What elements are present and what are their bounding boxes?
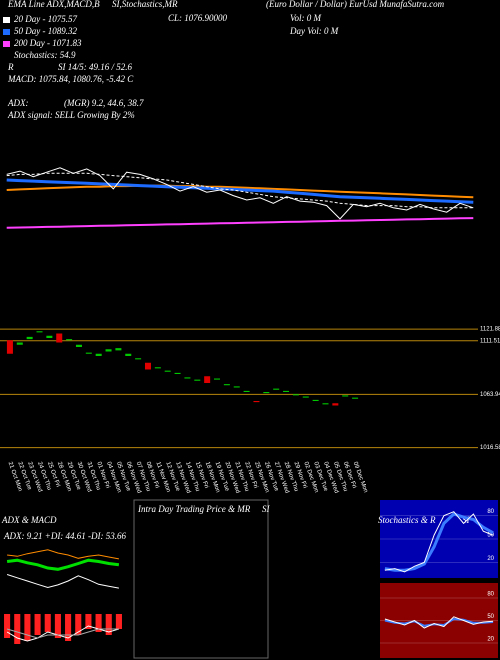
y-tick-label: 80 — [487, 509, 494, 515]
candle-body — [352, 397, 359, 399]
header-text: Day Vol: 0 M — [289, 26, 339, 36]
y-tick-label: 1121.88 — [480, 327, 500, 333]
panel-title: ADX & MACD — [1, 515, 57, 525]
panel-subtitle: ADX: 9.21 +DI: 44.61 -DI: 53.66 — [3, 531, 127, 541]
series-line — [6, 178, 474, 204]
candle-body — [184, 377, 191, 379]
candle-body — [312, 399, 319, 401]
header-text: 200 Day - 1071.83 — [14, 38, 82, 48]
candle-body — [66, 339, 73, 341]
header-text: CL: 1076.90000 — [168, 13, 228, 23]
histogram-bar — [44, 614, 51, 632]
header-text: (MGR) 9.2, 44.6, 38.7 — [64, 98, 144, 108]
candle-body — [95, 353, 102, 356]
header-text: 50 Day - 1089.32 — [14, 26, 77, 36]
histogram-bar — [65, 614, 72, 641]
panel-title: Intra Day Trading Price & MR — [137, 504, 251, 514]
candle-body — [214, 378, 221, 380]
candle-body — [233, 386, 240, 388]
series-line — [384, 616, 494, 629]
candle-body — [332, 403, 339, 406]
candle-body — [283, 390, 290, 392]
header-text: ADX: — [7, 98, 29, 108]
header-text: SI 14/5: 49.16 / 52.6 — [58, 62, 132, 72]
candle-body — [16, 342, 23, 345]
candle-body — [223, 384, 230, 386]
series-line — [6, 184, 474, 199]
y-tick-label: 1111.51 — [480, 338, 500, 344]
series-line — [6, 217, 474, 229]
header-text: EMA Line ADX,MACD,B — [7, 0, 100, 9]
histogram-bar — [105, 614, 112, 635]
histogram-bar — [75, 614, 82, 635]
candle-body — [273, 388, 280, 390]
histogram-bar — [54, 614, 61, 638]
y-tick-label: 50 — [487, 533, 494, 539]
panel-subtitle: SI — [262, 504, 271, 514]
histogram-bar — [24, 614, 31, 641]
candle-body — [144, 362, 151, 370]
candle-body — [125, 353, 132, 356]
candle-body — [6, 340, 13, 354]
candle-body — [85, 352, 92, 354]
series-line — [384, 512, 494, 572]
panel-title: Stochastics & R — [378, 515, 436, 525]
series-line — [6, 628, 119, 639]
series-line — [6, 167, 474, 220]
header-text: R — [7, 62, 14, 72]
candle-body — [174, 372, 181, 374]
y-tick-label: 1016.58 — [480, 445, 500, 451]
y-tick-label: 20 — [487, 556, 494, 562]
y-tick-label: 80 — [487, 592, 494, 598]
candle-body — [56, 333, 63, 343]
candle-body — [263, 392, 270, 394]
histogram-bar — [34, 614, 41, 635]
candle-body — [75, 344, 82, 347]
panel-background — [380, 500, 498, 578]
candle-body — [243, 390, 250, 392]
candle-body — [105, 349, 112, 352]
legend-swatch — [3, 29, 10, 35]
candle-body — [194, 379, 201, 381]
legend-swatch — [3, 17, 10, 23]
header-text: Stochastics: 54.9 — [14, 50, 76, 60]
panel-background — [380, 583, 498, 658]
series-line — [384, 511, 494, 573]
header-text: SI,Stochastics,MR — [112, 0, 178, 9]
header-text: Vol: 0 M — [290, 13, 321, 23]
candle-body — [154, 367, 161, 369]
candle-body — [342, 395, 349, 397]
candle-body — [26, 336, 33, 340]
header-text: ADX signal: SELL Growing By 2% — [7, 110, 135, 120]
panel-subtitle: SI — [462, 515, 471, 525]
series-line — [6, 172, 474, 209]
histogram-bar — [115, 614, 122, 629]
legend-swatch — [3, 41, 10, 47]
candle-body — [36, 331, 43, 333]
header-text: (Euro Dollar / Dollar) EurUsd MunafaSutr… — [266, 0, 445, 9]
candle-body — [164, 370, 171, 372]
candle-body — [302, 396, 309, 398]
histogram-bar — [95, 614, 102, 632]
candle-body — [253, 401, 260, 403]
header-text: 20 Day - 1075.57 — [14, 14, 77, 24]
candle-body — [292, 394, 299, 396]
y-tick-label: 20 — [487, 637, 494, 643]
y-tick-label: 1063.94 — [480, 392, 500, 398]
candle-body — [135, 358, 142, 360]
header-text: MACD: 1075.84, 1080.76, -5.42 C — [7, 74, 134, 84]
panel-frame — [133, 499, 269, 659]
series-line — [6, 574, 119, 589]
histogram-bar — [85, 614, 92, 629]
series-line — [7, 549, 119, 560]
series-line — [6, 558, 120, 571]
y-tick-label: 50 — [487, 614, 494, 620]
candle-body — [204, 376, 211, 383]
histogram-bar — [4, 614, 11, 638]
candle-body — [46, 335, 53, 338]
histogram-bar — [14, 614, 21, 644]
candle-body — [115, 348, 122, 351]
candle-body — [322, 403, 329, 405]
